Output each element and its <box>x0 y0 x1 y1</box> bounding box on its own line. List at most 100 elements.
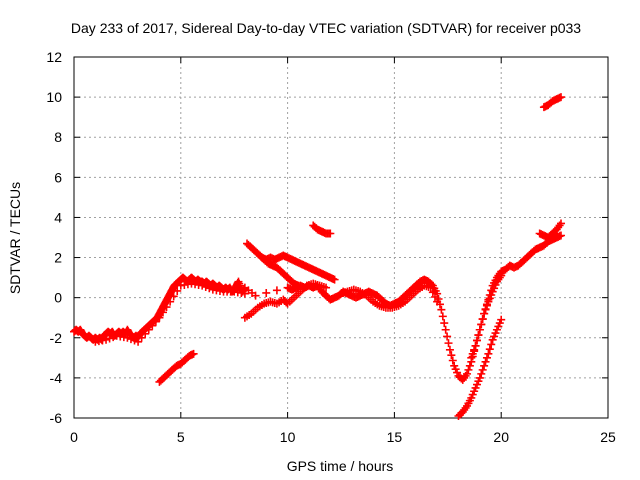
data-point <box>294 281 303 290</box>
data-point <box>272 286 281 295</box>
data-point <box>485 345 494 354</box>
y-tick-label: 8 <box>54 129 62 145</box>
data-point <box>438 312 447 321</box>
chart-title: Day 233 of 2017, Sidereal Day-to-day VTE… <box>71 20 581 36</box>
data-series <box>309 221 335 238</box>
data-point <box>198 281 207 290</box>
y-tick-label: 6 <box>54 169 62 185</box>
x-tick-label: 20 <box>493 429 509 445</box>
data-point <box>487 340 496 349</box>
data-point <box>189 349 198 358</box>
x-axis-label: GPS time / hours <box>287 458 394 474</box>
data-point <box>470 345 479 354</box>
data-point <box>480 361 489 370</box>
data-point <box>481 305 490 314</box>
data-point <box>474 331 483 340</box>
y-tick-label: 12 <box>46 49 62 65</box>
data-point <box>159 308 167 317</box>
data-point <box>484 349 493 358</box>
y-axis-ticks: -6 -4 -2 0 2 4 6 8 10 12 <box>46 49 608 426</box>
y-tick-label: 4 <box>54 209 62 225</box>
data-point <box>441 325 450 334</box>
data-point <box>126 335 135 344</box>
y-tick-label: 2 <box>54 250 62 266</box>
data-point <box>205 284 214 293</box>
data-point <box>426 283 435 292</box>
data-point <box>123 333 132 342</box>
data-series <box>539 93 566 112</box>
x-tick-label: 15 <box>387 429 403 445</box>
data-point <box>480 309 489 318</box>
data-point <box>251 291 260 300</box>
plot-area-frame <box>73 56 609 419</box>
data-series <box>70 231 566 384</box>
y-axis-label: SDTVAR / TECUs <box>7 182 23 294</box>
data-point <box>102 335 111 344</box>
data-point <box>482 301 491 310</box>
data-series <box>155 349 198 386</box>
data-points <box>70 93 566 420</box>
data-point <box>444 339 453 348</box>
data-point <box>148 321 157 330</box>
data-point <box>481 357 490 366</box>
x-tick-label: 5 <box>177 429 185 445</box>
data-point <box>557 219 566 228</box>
data-point <box>445 345 454 354</box>
data-point <box>467 353 476 362</box>
data-point <box>428 288 437 297</box>
y-tick-label: -6 <box>50 410 63 426</box>
data-point <box>330 275 339 284</box>
data-point <box>497 315 506 324</box>
data-point <box>201 282 210 291</box>
data-point <box>162 303 171 312</box>
data-point <box>169 292 178 301</box>
data-point <box>475 325 484 334</box>
x-tick-label: 0 <box>70 429 78 445</box>
data-point <box>447 351 456 360</box>
y-tick-label: -4 <box>50 370 63 386</box>
data-point <box>463 369 472 378</box>
data-series <box>454 315 506 420</box>
data-point <box>468 349 477 358</box>
x-tick-label: 25 <box>600 429 616 445</box>
data-point <box>464 365 473 374</box>
data-point <box>478 365 487 374</box>
data-point <box>497 271 506 280</box>
grid-lines <box>74 57 608 418</box>
data-point <box>475 373 484 382</box>
data-point <box>322 283 331 292</box>
data-point <box>144 325 153 334</box>
data-point <box>477 320 486 329</box>
data-point <box>166 297 175 306</box>
data-series <box>467 271 506 362</box>
data-point <box>326 229 335 238</box>
data-series <box>240 279 331 322</box>
data-point <box>557 93 566 102</box>
data-point <box>477 369 486 378</box>
data-point <box>478 315 487 324</box>
data-point <box>155 313 164 322</box>
data-point <box>173 286 182 295</box>
data-point <box>151 317 160 326</box>
data-point <box>109 333 118 342</box>
data-point <box>240 289 249 298</box>
data-point <box>430 292 439 301</box>
data-point <box>262 288 271 297</box>
data-point <box>433 297 442 306</box>
data-point <box>141 329 150 338</box>
data-point <box>440 319 449 328</box>
x-axis-ticks: 0 5 10 15 20 25 <box>70 57 616 445</box>
data-point <box>130 336 139 345</box>
data-point <box>465 361 474 370</box>
data-point <box>443 332 452 341</box>
y-tick-label: -2 <box>50 330 63 346</box>
data-point <box>137 333 146 342</box>
data-point <box>471 341 480 350</box>
data-point <box>437 305 446 314</box>
data-series <box>337 281 442 312</box>
y-tick-label: 10 <box>46 89 62 105</box>
data-series <box>535 219 566 242</box>
data-series <box>243 239 303 290</box>
data-point <box>105 334 114 343</box>
